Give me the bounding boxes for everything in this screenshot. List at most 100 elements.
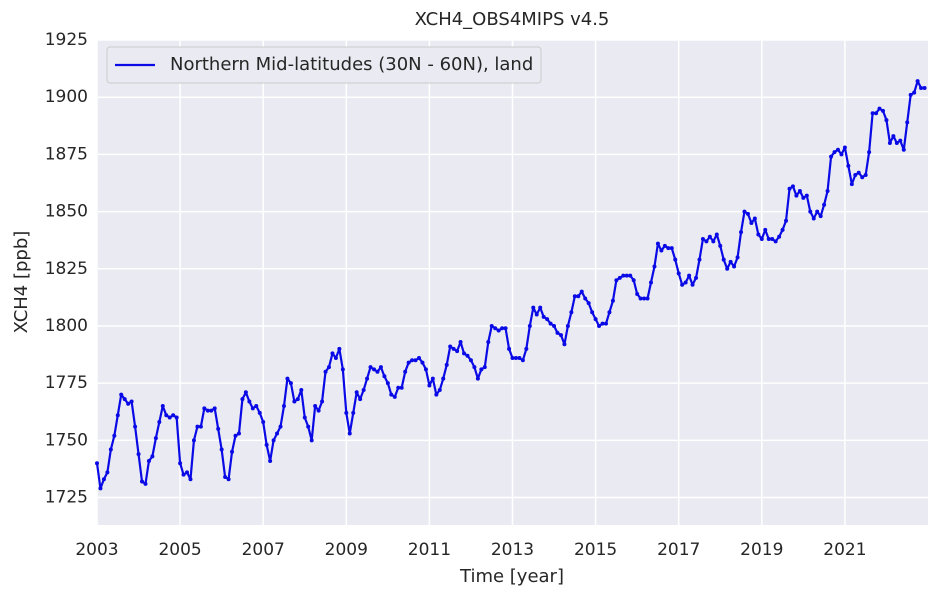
data-point bbox=[385, 381, 390, 386]
data-point bbox=[617, 275, 622, 280]
y-tick-label: 1900 bbox=[45, 87, 88, 107]
data-point bbox=[129, 399, 134, 404]
data-point bbox=[406, 360, 411, 365]
x-tick-label: 2017 bbox=[657, 540, 700, 560]
data-point bbox=[365, 376, 370, 381]
y-tick-label: 1825 bbox=[45, 259, 88, 279]
data-point bbox=[430, 376, 435, 381]
data-point bbox=[479, 367, 484, 372]
data-point bbox=[856, 170, 861, 175]
data-point bbox=[832, 150, 837, 155]
data-point bbox=[178, 461, 183, 466]
data-point bbox=[586, 301, 591, 306]
data-point bbox=[648, 280, 653, 285]
data-point bbox=[565, 323, 570, 328]
data-point bbox=[718, 243, 723, 248]
data-point bbox=[423, 367, 428, 372]
data-point bbox=[721, 257, 726, 262]
x-axis-label: Time [year] bbox=[459, 566, 564, 587]
data-point bbox=[396, 385, 401, 390]
data-point bbox=[579, 289, 584, 294]
data-point bbox=[160, 404, 165, 409]
data-point bbox=[600, 321, 605, 326]
data-point bbox=[645, 296, 650, 301]
data-point bbox=[811, 216, 816, 221]
data-point bbox=[766, 237, 771, 242]
data-point bbox=[333, 355, 338, 360]
y-axis-label: XCH4 [ppb] bbox=[11, 231, 32, 334]
data-point bbox=[112, 433, 117, 438]
data-point bbox=[676, 271, 681, 276]
data-point bbox=[313, 404, 318, 409]
data-point bbox=[610, 298, 615, 303]
data-point bbox=[115, 413, 120, 418]
data-point bbox=[666, 246, 671, 251]
data-point bbox=[541, 314, 546, 319]
data-point bbox=[174, 415, 179, 420]
data-point bbox=[815, 209, 820, 214]
data-point bbox=[790, 184, 795, 189]
data-point bbox=[787, 186, 792, 191]
data-point bbox=[351, 410, 356, 415]
data-point bbox=[243, 390, 248, 395]
data-point bbox=[739, 230, 744, 235]
data-point bbox=[417, 355, 422, 360]
data-point bbox=[503, 326, 508, 331]
chart-title: XCH4_OBS4MIPS v4.5 bbox=[415, 9, 610, 30]
data-point bbox=[191, 438, 196, 443]
data-point bbox=[624, 273, 629, 278]
data-point bbox=[372, 367, 377, 372]
data-point bbox=[642, 296, 647, 301]
data-point bbox=[538, 305, 543, 310]
data-point bbox=[770, 237, 775, 242]
data-point bbox=[683, 280, 688, 285]
data-point bbox=[576, 294, 581, 299]
data-point bbox=[829, 154, 834, 159]
data-point bbox=[842, 145, 847, 150]
data-point bbox=[745, 211, 750, 216]
data-point bbox=[292, 399, 297, 404]
data-point bbox=[524, 346, 529, 351]
data-point bbox=[195, 424, 200, 429]
data-point bbox=[288, 381, 293, 386]
data-point bbox=[607, 310, 612, 315]
data-point bbox=[410, 358, 415, 363]
data-point bbox=[638, 296, 643, 301]
x-tick-label: 2019 bbox=[740, 540, 783, 560]
data-point bbox=[704, 239, 709, 244]
data-point bbox=[901, 147, 906, 152]
data-point bbox=[122, 397, 127, 402]
x-tick-label: 2013 bbox=[491, 540, 534, 560]
data-point bbox=[468, 358, 473, 363]
data-point bbox=[614, 278, 619, 283]
data-point bbox=[153, 436, 158, 441]
data-point bbox=[101, 477, 106, 482]
data-point bbox=[908, 92, 913, 97]
data-point bbox=[340, 367, 345, 372]
data-point bbox=[500, 326, 505, 331]
data-point bbox=[531, 305, 536, 310]
data-point bbox=[278, 424, 283, 429]
data-point bbox=[673, 257, 678, 262]
data-point bbox=[912, 90, 917, 95]
data-point bbox=[465, 353, 470, 358]
data-point bbox=[534, 312, 539, 317]
data-point bbox=[870, 111, 875, 116]
data-point bbox=[261, 420, 266, 425]
data-point bbox=[714, 232, 719, 237]
data-point bbox=[219, 447, 224, 452]
data-point bbox=[361, 388, 366, 393]
data-point bbox=[652, 264, 657, 269]
data-point bbox=[236, 431, 241, 436]
data-point bbox=[240, 397, 245, 402]
data-point bbox=[742, 209, 747, 214]
data-point bbox=[448, 344, 453, 349]
data-point bbox=[621, 273, 626, 278]
data-point bbox=[697, 257, 702, 262]
y-tick-label: 1850 bbox=[45, 202, 88, 222]
data-point bbox=[458, 339, 463, 344]
data-point bbox=[853, 172, 858, 177]
data-point bbox=[510, 355, 515, 360]
data-point bbox=[797, 188, 802, 193]
data-point bbox=[205, 408, 210, 413]
